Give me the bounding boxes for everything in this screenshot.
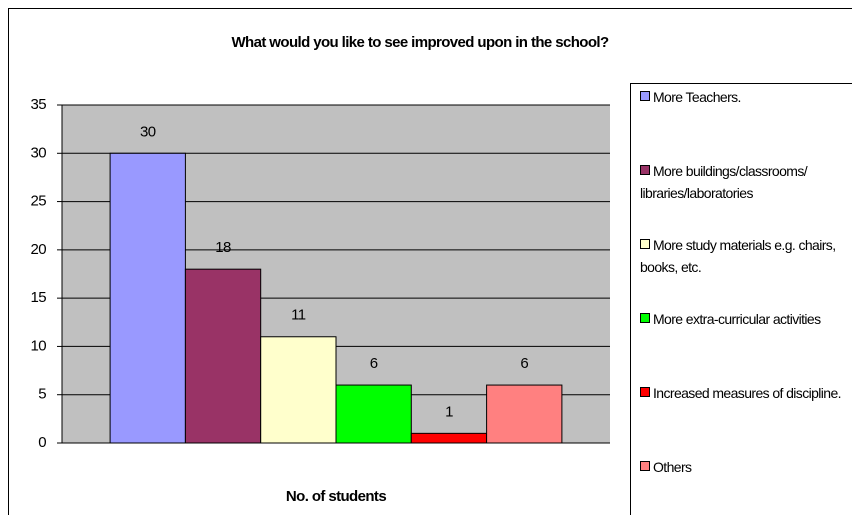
chart-title: What would you like to see improved upon… (231, 34, 608, 51)
data-label: 6 (520, 355, 528, 372)
legend-box (630, 83, 852, 515)
data-label: 18 (215, 239, 231, 256)
legend-swatch (640, 461, 650, 471)
bar (184, 268, 262, 444)
legend-item: More extra-curricular activities (640, 308, 845, 330)
data-label: 11 (291, 307, 306, 324)
legend-label: More Teachers. (653, 89, 741, 105)
legend-item: Increased measures of discipline. (640, 382, 845, 404)
legend-item: More buildings/classrooms/ libraries/lab… (640, 160, 845, 204)
y-tick-label: 10 (31, 337, 47, 354)
legend-swatch (640, 313, 650, 323)
legend-label: More extra-curricular activities (653, 311, 821, 327)
y-tick-label: 20 (31, 241, 47, 258)
data-label: 1 (445, 403, 453, 420)
y-tick-label: 5 (38, 386, 46, 403)
legend-label: Increased measures of discipline. (653, 385, 842, 401)
legend-swatch (640, 387, 650, 397)
y-tick-label: 25 (31, 193, 47, 210)
bar (335, 384, 412, 444)
bar (109, 152, 186, 444)
y-tick-label: 0 (38, 434, 46, 451)
legend-item: More Teachers. (640, 86, 845, 108)
bar (260, 336, 337, 444)
legend-swatch (640, 165, 650, 175)
y-tick-label: 30 (31, 144, 47, 161)
legend-label: More buildings/classrooms/ libraries/lab… (640, 163, 808, 201)
legend-item: More study materials e.g. chairs, books,… (640, 234, 845, 278)
bar (410, 432, 488, 444)
data-label: 30 (140, 123, 156, 140)
legend-swatch (640, 91, 650, 101)
x-axis-label: No. of students (286, 488, 386, 505)
legend-item: Others (640, 456, 845, 478)
y-tick-label: 35 (31, 96, 47, 113)
legend-label: Others (653, 459, 692, 475)
bar (486, 384, 563, 444)
legend-swatch (640, 239, 650, 249)
data-label: 6 (370, 355, 378, 372)
y-tick-label: 15 (31, 289, 47, 306)
legend-label: More study materials e.g. chairs, books,… (640, 237, 836, 275)
